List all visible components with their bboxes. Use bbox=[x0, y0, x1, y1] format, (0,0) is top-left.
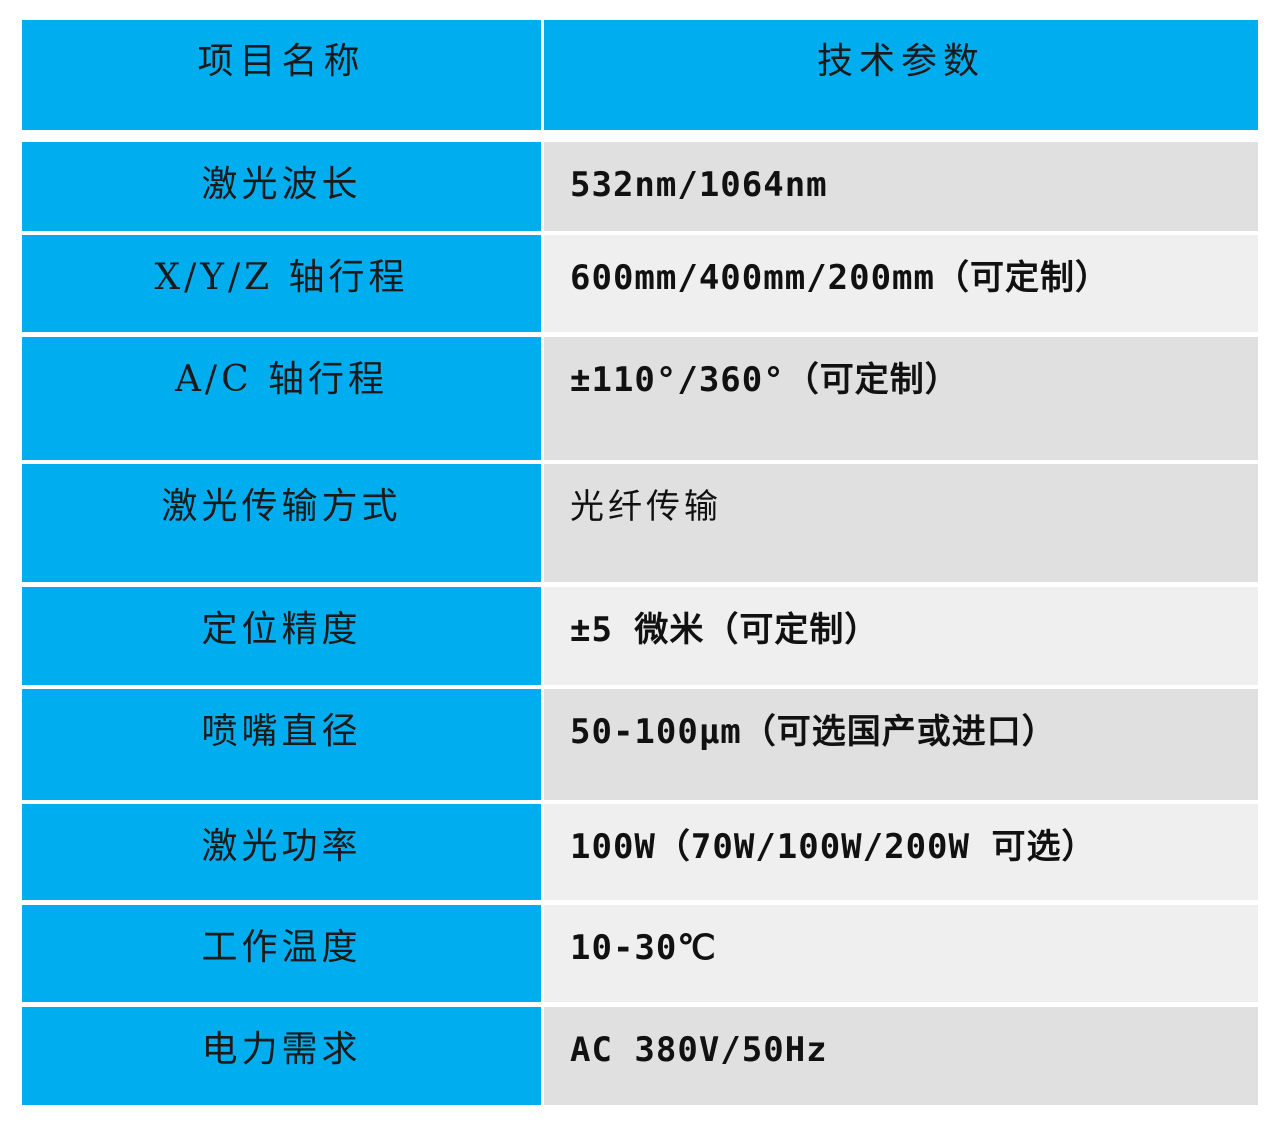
row-label: 工作温度 bbox=[22, 905, 541, 1002]
row-value: 50-100μm（可选国产或进口） bbox=[544, 689, 1258, 800]
row-label: 激光传输方式 bbox=[22, 464, 541, 582]
row-label: X/Y/Z 轴行程 bbox=[22, 235, 541, 332]
row-value: 600mm/400mm/200mm（可定制） bbox=[544, 235, 1258, 332]
row-label: 电力需求 bbox=[22, 1007, 541, 1105]
row-value: 532nm/1064nm bbox=[544, 142, 1258, 231]
row-value: 100W（70W/100W/200W 可选） bbox=[544, 804, 1258, 900]
row-label: 喷嘴直径 bbox=[22, 689, 541, 800]
row-value: ±110°/360°（可定制） bbox=[544, 337, 1258, 460]
row-value: 10-30℃ bbox=[544, 905, 1258, 1002]
row-value: AC 380V/50Hz bbox=[544, 1007, 1258, 1105]
row-value: ±5 微米（可定制） bbox=[544, 587, 1258, 685]
row-value: 光纤传输 bbox=[544, 464, 1258, 582]
row-label: 激光波长 bbox=[22, 142, 541, 231]
header-tech-params: 技术参数 bbox=[544, 20, 1258, 130]
row-label: 激光功率 bbox=[22, 804, 541, 900]
row-label: A/C 轴行程 bbox=[22, 337, 541, 460]
header-item-name: 项目名称 bbox=[22, 20, 541, 130]
row-label: 定位精度 bbox=[22, 587, 541, 685]
